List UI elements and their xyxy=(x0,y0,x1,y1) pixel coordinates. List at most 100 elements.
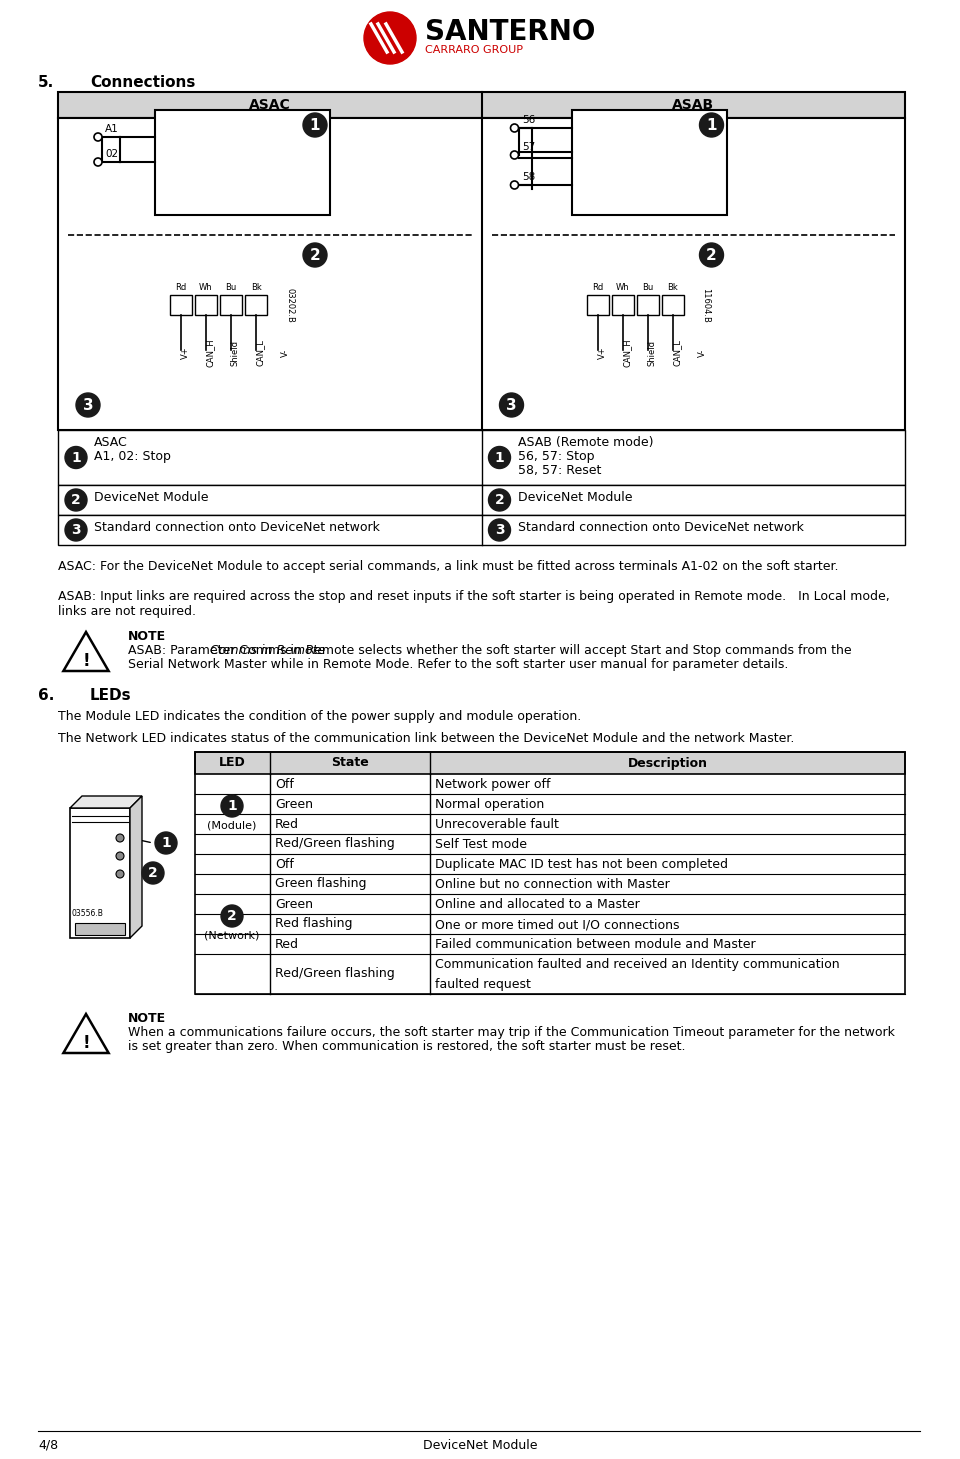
Text: ASAB: ASAB xyxy=(672,98,714,112)
Bar xyxy=(58,484,905,515)
Text: CAN_L: CAN_L xyxy=(256,340,265,366)
Text: 1: 1 xyxy=(310,118,321,133)
Circle shape xyxy=(489,446,511,468)
Circle shape xyxy=(303,244,327,267)
Text: 56, 57: Stop: 56, 57: Stop xyxy=(517,449,594,463)
Text: DeviceNet Module: DeviceNet Module xyxy=(517,492,632,503)
Text: 2: 2 xyxy=(148,867,157,880)
Bar xyxy=(612,295,634,315)
Text: Normal operation: Normal operation xyxy=(435,798,544,811)
Text: LED: LED xyxy=(219,757,246,769)
Bar xyxy=(195,751,905,775)
Text: Wh: Wh xyxy=(199,283,213,292)
Text: 3: 3 xyxy=(83,397,93,413)
Text: Network power off: Network power off xyxy=(435,778,550,791)
Text: Shield: Shield xyxy=(647,340,657,366)
Text: 58: 58 xyxy=(522,172,536,182)
Bar xyxy=(220,295,242,315)
Text: 02: 02 xyxy=(105,149,118,159)
Text: 1: 1 xyxy=(71,451,81,464)
Circle shape xyxy=(116,852,124,859)
Text: CARRARO GROUP: CARRARO GROUP xyxy=(425,45,523,55)
Text: 2: 2 xyxy=(707,248,717,263)
Bar xyxy=(636,295,659,315)
Text: The Module LED indicates the condition of the power supply and module operation.: The Module LED indicates the condition o… xyxy=(58,711,581,724)
Circle shape xyxy=(76,392,100,417)
Text: !: ! xyxy=(83,652,90,670)
Bar xyxy=(195,295,217,315)
Text: Bu: Bu xyxy=(226,283,236,292)
Circle shape xyxy=(116,835,124,842)
Text: Standard connection onto DeviceNet network: Standard connection onto DeviceNet netwo… xyxy=(517,521,804,534)
Text: Green: Green xyxy=(275,798,313,811)
Bar xyxy=(195,751,905,994)
Circle shape xyxy=(303,112,327,137)
Text: Off: Off xyxy=(275,858,294,871)
Text: Off: Off xyxy=(275,778,294,791)
Text: Standard connection onto DeviceNet network: Standard connection onto DeviceNet netwo… xyxy=(94,521,380,534)
Text: V-: V- xyxy=(698,349,707,357)
Text: V-: V- xyxy=(281,349,290,357)
Circle shape xyxy=(489,489,511,511)
Circle shape xyxy=(94,133,102,142)
Text: 1: 1 xyxy=(161,836,171,851)
Text: 1: 1 xyxy=(494,451,504,464)
Text: 2: 2 xyxy=(71,493,81,506)
Polygon shape xyxy=(70,797,142,808)
Text: links are not required.: links are not required. xyxy=(58,605,196,619)
Text: 3: 3 xyxy=(494,522,504,537)
Text: ASAB (Remote mode): ASAB (Remote mode) xyxy=(517,436,653,449)
Text: NOTE: NOTE xyxy=(128,630,166,643)
Text: 58, 57: Reset: 58, 57: Reset xyxy=(517,464,601,477)
Text: is set greater than zero. When communication is restored, the soft starter must : is set greater than zero. When communica… xyxy=(128,1040,685,1053)
Circle shape xyxy=(142,862,164,884)
Text: Failed communication between module and Master: Failed communication between module and … xyxy=(435,938,756,951)
Bar xyxy=(245,295,267,315)
Polygon shape xyxy=(63,1014,108,1053)
Bar xyxy=(571,109,727,214)
Text: NOTE: NOTE xyxy=(128,1013,166,1026)
Text: Serial Network Master while in Remote Mode. Refer to the soft starter user manua: Serial Network Master while in Remote Mo… xyxy=(128,658,788,671)
Polygon shape xyxy=(130,797,142,938)
Text: Description: Description xyxy=(628,757,708,769)
Text: CAN_H: CAN_H xyxy=(622,338,632,368)
Bar xyxy=(58,430,905,484)
Text: Green flashing: Green flashing xyxy=(275,877,367,890)
Text: Self Test mode: Self Test mode xyxy=(435,837,527,851)
Text: 56: 56 xyxy=(522,115,536,125)
Text: CAN_H: CAN_H xyxy=(206,338,215,368)
Text: ASAC: ASAC xyxy=(94,436,128,449)
Text: ASAC: ASAC xyxy=(249,98,291,112)
Bar xyxy=(75,924,125,935)
Text: 03556.B: 03556.B xyxy=(72,909,104,918)
Text: 2: 2 xyxy=(494,493,504,506)
Text: Red/Green flashing: Red/Green flashing xyxy=(275,967,395,980)
Text: 1: 1 xyxy=(228,800,237,813)
Text: V+: V+ xyxy=(597,347,607,359)
Text: V+: V+ xyxy=(181,347,190,359)
Text: ASAB: Input links are required across the stop and reset inputs if the soft star: ASAB: Input links are required across th… xyxy=(58,589,890,603)
Text: Unrecoverable fault: Unrecoverable fault xyxy=(435,818,559,832)
Text: (Network): (Network) xyxy=(204,929,260,940)
Text: !: ! xyxy=(83,1033,90,1052)
Bar xyxy=(155,109,330,214)
Circle shape xyxy=(155,832,177,854)
Text: Red/Green flashing: Red/Green flashing xyxy=(275,837,395,851)
Circle shape xyxy=(65,519,87,541)
Text: 2: 2 xyxy=(228,909,237,924)
Text: Bk: Bk xyxy=(667,283,678,292)
Bar xyxy=(661,295,684,315)
Text: Bu: Bu xyxy=(642,283,653,292)
Text: Online and allocated to a Master: Online and allocated to a Master xyxy=(435,897,639,910)
Bar xyxy=(170,295,192,315)
Text: ASAC: For the DeviceNet Module to accept serial commands, a link must be fitted : ASAC: For the DeviceNet Module to accept… xyxy=(58,560,838,573)
Text: Red: Red xyxy=(275,938,299,950)
Text: Comms in Remote: Comms in Remote xyxy=(210,643,325,657)
Text: 2: 2 xyxy=(310,248,321,263)
Text: When a communications failure occurs, the soft starter may trip if the Communica: When a communications failure occurs, th… xyxy=(128,1026,895,1039)
Text: 5.: 5. xyxy=(38,74,55,90)
Text: LEDs: LEDs xyxy=(90,689,132,703)
Bar xyxy=(58,515,905,546)
Circle shape xyxy=(364,12,416,64)
Text: CAN_L: CAN_L xyxy=(673,340,682,366)
